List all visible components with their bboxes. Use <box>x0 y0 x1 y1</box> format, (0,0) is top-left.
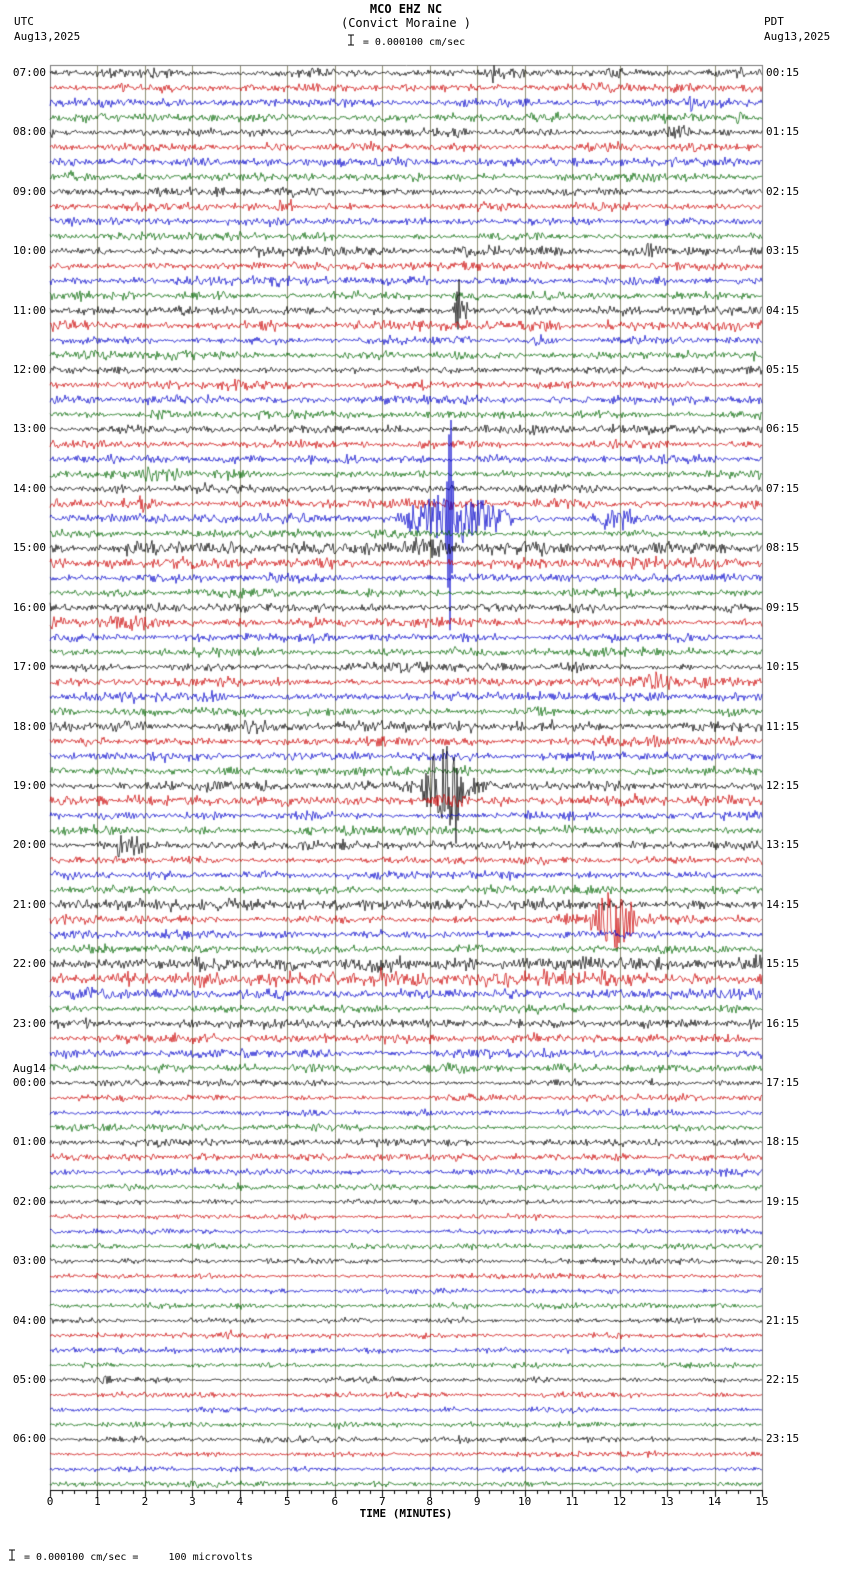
x-tick-label: 4 <box>236 1495 244 1508</box>
x-tick-label: 11 <box>565 1495 579 1508</box>
scale-bar-icon <box>347 34 355 49</box>
pdt-hour-label: 05:15 <box>766 363 800 377</box>
pdt-hour-label: 21:15 <box>766 1313 800 1327</box>
pdt-hour-label: 00:15 <box>766 66 800 79</box>
station-title: MCO EHZ NC <box>369 2 443 16</box>
pdt-hour-label: 08:15 <box>766 541 800 555</box>
x-axis-label: TIME (MINUTES) <box>359 1507 453 1520</box>
pdt-hour-label: 22:15 <box>766 1373 800 1387</box>
utc-hour-label: 00:00 <box>12 1075 46 1089</box>
scale-line: = 0.000100 cm/sec <box>0 34 812 49</box>
pdt-hour-label: 10:15 <box>766 660 800 674</box>
utc-hour-label: 15:00 <box>12 541 46 555</box>
footer-scale-note: = 0.000100 cm/sec = 100 microvolts <box>8 1549 253 1564</box>
station-header: MCO EHZ NC (Convict Moraine ) = 0.000100… <box>0 2 812 49</box>
utc-hour-label: 07:00 <box>12 66 46 79</box>
utc-hour-label: 13:00 <box>12 422 46 436</box>
utc-hour-label: 10:00 <box>12 244 46 258</box>
utc-hour-label: 21:00 <box>12 897 46 911</box>
x-tick-label: 12 <box>612 1495 627 1508</box>
utc-hour-label: 12:00 <box>12 363 46 377</box>
date-break-label: Aug14 <box>12 1061 46 1075</box>
utc-header: UTC Aug13,2025 <box>14 14 80 44</box>
footer-scale-text: = 0.000100 cm/sec = 100 microvolts <box>18 1552 253 1563</box>
pdt-hour-label: 20:15 <box>766 1254 800 1268</box>
pdt-hour-label: 03:15 <box>766 244 800 258</box>
pdt-hour-label: 12:15 <box>766 778 800 792</box>
pdt-hour-label: 09:15 <box>766 600 800 614</box>
pdt-hour-label: 15:15 <box>766 957 800 971</box>
pdt-hour-label: 04:15 <box>766 303 800 317</box>
pdt-hour-label: 17:15 <box>766 1075 800 1089</box>
pdt-hour-label: 18:15 <box>766 1135 800 1149</box>
station-subtitle: (Convict Moraine ) <box>340 16 472 30</box>
pdt-hour-label: 16:15 <box>766 1016 800 1030</box>
pdt-hour-label: 07:15 <box>766 481 800 495</box>
pdt-header: PDT Aug13,2025 <box>764 14 830 44</box>
pdt-hour-label: 13:15 <box>766 838 800 852</box>
utc-hour-label: 06:00 <box>12 1432 46 1446</box>
utc-hour-label: 03:00 <box>12 1254 46 1268</box>
utc-hour-label: 05:00 <box>12 1373 46 1387</box>
utc-hour-label: 23:00 <box>12 1016 46 1030</box>
utc-label: UTC <box>14 15 34 28</box>
utc-hour-label: 16:00 <box>12 600 46 614</box>
x-tick-label: 13 <box>660 1495 674 1508</box>
x-tick-label: 6 <box>331 1495 339 1508</box>
utc-hour-label: 19:00 <box>12 778 46 792</box>
pdt-hour-label: 01:15 <box>766 125 800 139</box>
pdt-hour-label: 11:15 <box>766 719 800 733</box>
x-tick-label: 9 <box>473 1495 481 1508</box>
utc-hour-label: 18:00 <box>12 719 46 733</box>
utc-hour-label: 11:00 <box>12 303 46 317</box>
pdt-hour-label: 14:15 <box>766 897 800 911</box>
utc-hour-label: 02:00 <box>12 1194 46 1208</box>
utc-hour-label: 22:00 <box>12 957 46 971</box>
utc-hour-label: 04:00 <box>12 1313 46 1327</box>
pdt-hour-label: 19:15 <box>766 1194 800 1208</box>
footer-scale-bar-icon <box>8 1549 16 1564</box>
pdt-hour-label: 02:15 <box>766 184 800 198</box>
utc-hour-label: 17:00 <box>12 660 46 674</box>
utc-hour-label: 20:00 <box>12 838 46 852</box>
x-tick-label: 14 <box>707 1495 722 1508</box>
pdt-date: Aug13,2025 <box>764 30 831 43</box>
pdt-hour-label: 06:15 <box>766 422 800 436</box>
utc-hour-label: 09:00 <box>12 184 46 198</box>
utc-hour-label: 14:00 <box>12 481 46 495</box>
x-tick-label: 7 <box>378 1495 386 1508</box>
utc-date: Aug13,2025 <box>14 30 81 43</box>
x-tick-label: 10 <box>518 1495 532 1508</box>
x-tick-label: 5 <box>284 1495 291 1508</box>
x-tick-label: 1 <box>94 1495 101 1508</box>
x-tick-label: 2 <box>141 1495 149 1508</box>
x-tick-label: 3 <box>189 1495 196 1508</box>
pdt-label: PDT <box>764 15 784 28</box>
utc-hour-label: 01:00 <box>12 1135 46 1149</box>
utc-hour-label: 08:00 <box>12 125 46 139</box>
scale-text: = 0.000100 cm/sec <box>356 37 466 48</box>
x-tick-label: 0 <box>46 1495 54 1508</box>
x-tick-label: 8 <box>426 1495 434 1508</box>
x-tick-label: 15 <box>755 1495 769 1508</box>
pdt-hour-label: 23:15 <box>766 1432 800 1446</box>
